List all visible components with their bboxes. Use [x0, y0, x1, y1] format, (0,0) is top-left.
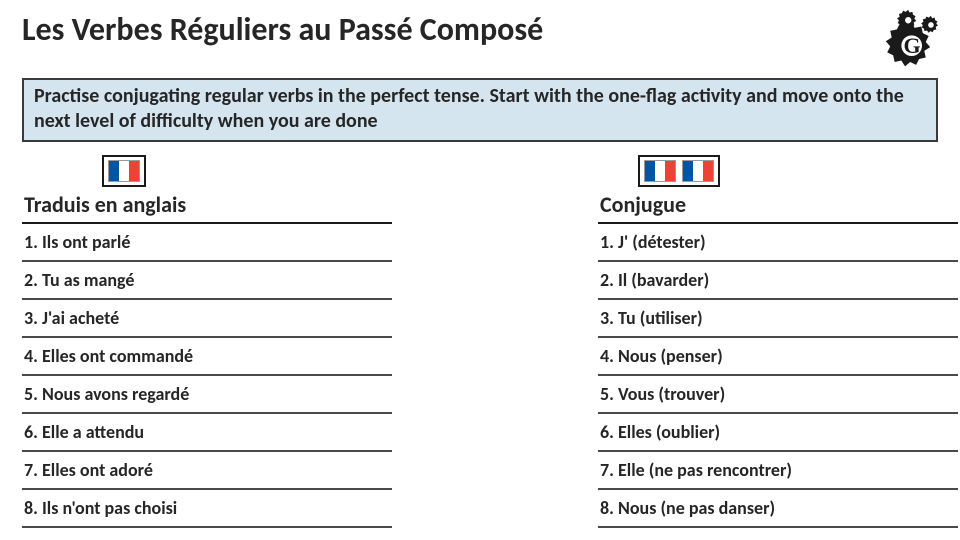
column-right-header: Conjugue	[598, 189, 958, 224]
list-item: 3. J'ai acheté	[22, 300, 392, 338]
flag-row-right	[638, 155, 720, 187]
france-flag-icon	[108, 160, 140, 182]
france-flag-icon	[644, 160, 676, 182]
list-item: 4. Elles ont commandé	[22, 338, 392, 376]
list-item: 6. Elle a attendu	[22, 414, 392, 452]
gear-icon: G	[884, 6, 948, 70]
instruction-box: Practise conjugating regular verbs in th…	[22, 78, 938, 142]
list-item: 7. Elle (ne pas rencontrer)	[598, 452, 958, 490]
column-left-header: Traduis en anglais	[22, 189, 392, 224]
list-item: 7. Elles ont adoré	[22, 452, 392, 490]
list-item: 2. Il (bavarder)	[598, 262, 958, 300]
column-right: Conjugue 1. J' (détester) 2. Il (bavarde…	[598, 155, 958, 528]
column-left: Traduis en anglais 1. Ils ont parlé 2. T…	[22, 155, 392, 528]
gear-letter: G	[903, 33, 920, 58]
instruction-text: Practise conjugating regular verbs in th…	[34, 84, 926, 134]
list-item: 3. Tu (utiliser)	[598, 300, 958, 338]
list-item: 8. Nous (ne pas danser)	[598, 490, 958, 528]
list-item: 6. Elles (oublier)	[598, 414, 958, 452]
list-item: 5. Nous avons regardé	[22, 376, 392, 414]
list-item: 5. Vous (trouver)	[598, 376, 958, 414]
list-item: 4. Nous (penser)	[598, 338, 958, 376]
list-item: 2. Tu as mangé	[22, 262, 392, 300]
flag-row-left	[102, 155, 146, 187]
list-item: 1. Ils ont parlé	[22, 224, 392, 262]
list-item: 8. Ils n'ont pas choisi	[22, 490, 392, 528]
page-title: Les Verbes Réguliers au Passé Composé	[22, 10, 543, 49]
france-flag-icon	[682, 160, 714, 182]
list-item: 1. J' (détester)	[598, 224, 958, 262]
